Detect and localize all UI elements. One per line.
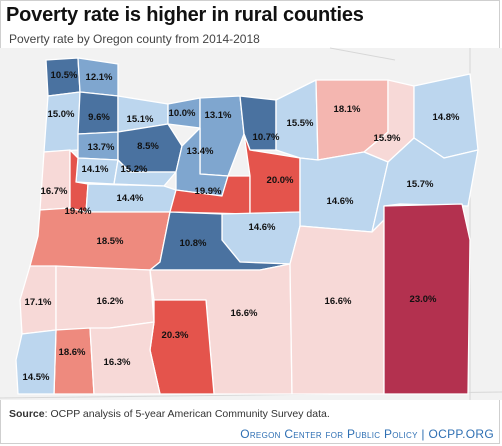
county-tillamook — [43, 91, 81, 153]
label-lincoln: 16.7% — [41, 186, 68, 197]
map-title: Poverty rate is higher in rural counties — [6, 4, 364, 26]
label-morrow: 15.5% — [287, 118, 314, 129]
county-klamath — [149, 299, 215, 395]
footer-site: OCPP.ORG — [428, 427, 494, 441]
label-klamath: 20.3% — [162, 330, 189, 341]
label-baker: 15.7% — [407, 179, 434, 190]
label-yamhill: 13.7% — [88, 142, 115, 153]
label-benton: 19.4% — [65, 206, 92, 217]
source-text: : OCPP analysis of 5-year American Commu… — [44, 408, 330, 420]
label-lake-west: 16.6% — [231, 308, 258, 319]
label-grant: 14.6% — [327, 196, 354, 207]
label-wasco: 13.1% — [205, 110, 232, 121]
label-deschutes-west: 10.8% — [180, 238, 207, 249]
label-douglas: 16.2% — [97, 296, 124, 307]
label-curry: 14.5% — [23, 372, 50, 383]
label-lake: 16.6% — [325, 296, 352, 307]
county-sherman — [239, 95, 277, 151]
label-linn: 14.4% — [117, 193, 144, 204]
label-polk: 14.1% — [82, 164, 109, 175]
source-label: Source — [9, 408, 45, 420]
label-deschutes: 14.6% — [249, 222, 276, 233]
label-coos: 17.1% — [25, 297, 52, 308]
source-note: Source: OCPP analysis of 5-year American… — [9, 408, 330, 420]
footer-separator: | — [417, 427, 429, 441]
county-lake — [289, 203, 401, 395]
county-wasco — [199, 95, 245, 177]
label-crook: 19.9% — [195, 186, 222, 197]
county-jackson — [89, 321, 161, 395]
label-washington: 9.6% — [88, 112, 110, 123]
label-sherman: 10.7% — [253, 132, 280, 143]
label-hood-river: 10.0% — [169, 108, 196, 119]
label-malheur: 23.0% — [410, 294, 437, 305]
label-jackson: 16.3% — [104, 357, 131, 368]
map-subtitle: Poverty rate by Oregon county from 2014-… — [9, 32, 260, 46]
label-multnomah: 15.1% — [127, 114, 154, 125]
county-curry — [15, 329, 57, 395]
label-clackamas: 8.5% — [137, 141, 159, 152]
label-clatsop: 10.5% — [51, 70, 78, 81]
label-wheeler: 20.0% — [267, 175, 294, 186]
label-josephine: 18.6% — [59, 347, 86, 358]
label-wallowa: 14.8% — [433, 112, 460, 123]
label-columbia: 12.1% — [86, 72, 113, 83]
county-marion — [113, 159, 177, 187]
label-tillamook: 15.0% — [48, 109, 75, 120]
label-union: 15.9% — [374, 133, 401, 144]
footer-org: Oregon Center for Public Policy — [240, 427, 418, 441]
county-malheur — [383, 203, 471, 395]
label-lane: 18.5% — [97, 236, 124, 247]
label-marion: 15.2% — [121, 164, 148, 175]
county-josephine — [53, 327, 95, 395]
county-lincoln — [39, 149, 71, 211]
label-umatilla: 18.1% — [334, 104, 361, 115]
label-jefferson: 13.4% — [187, 146, 214, 157]
footer-credit[interactable]: Oregon Center for Public Policy | OCPP.O… — [240, 427, 494, 441]
